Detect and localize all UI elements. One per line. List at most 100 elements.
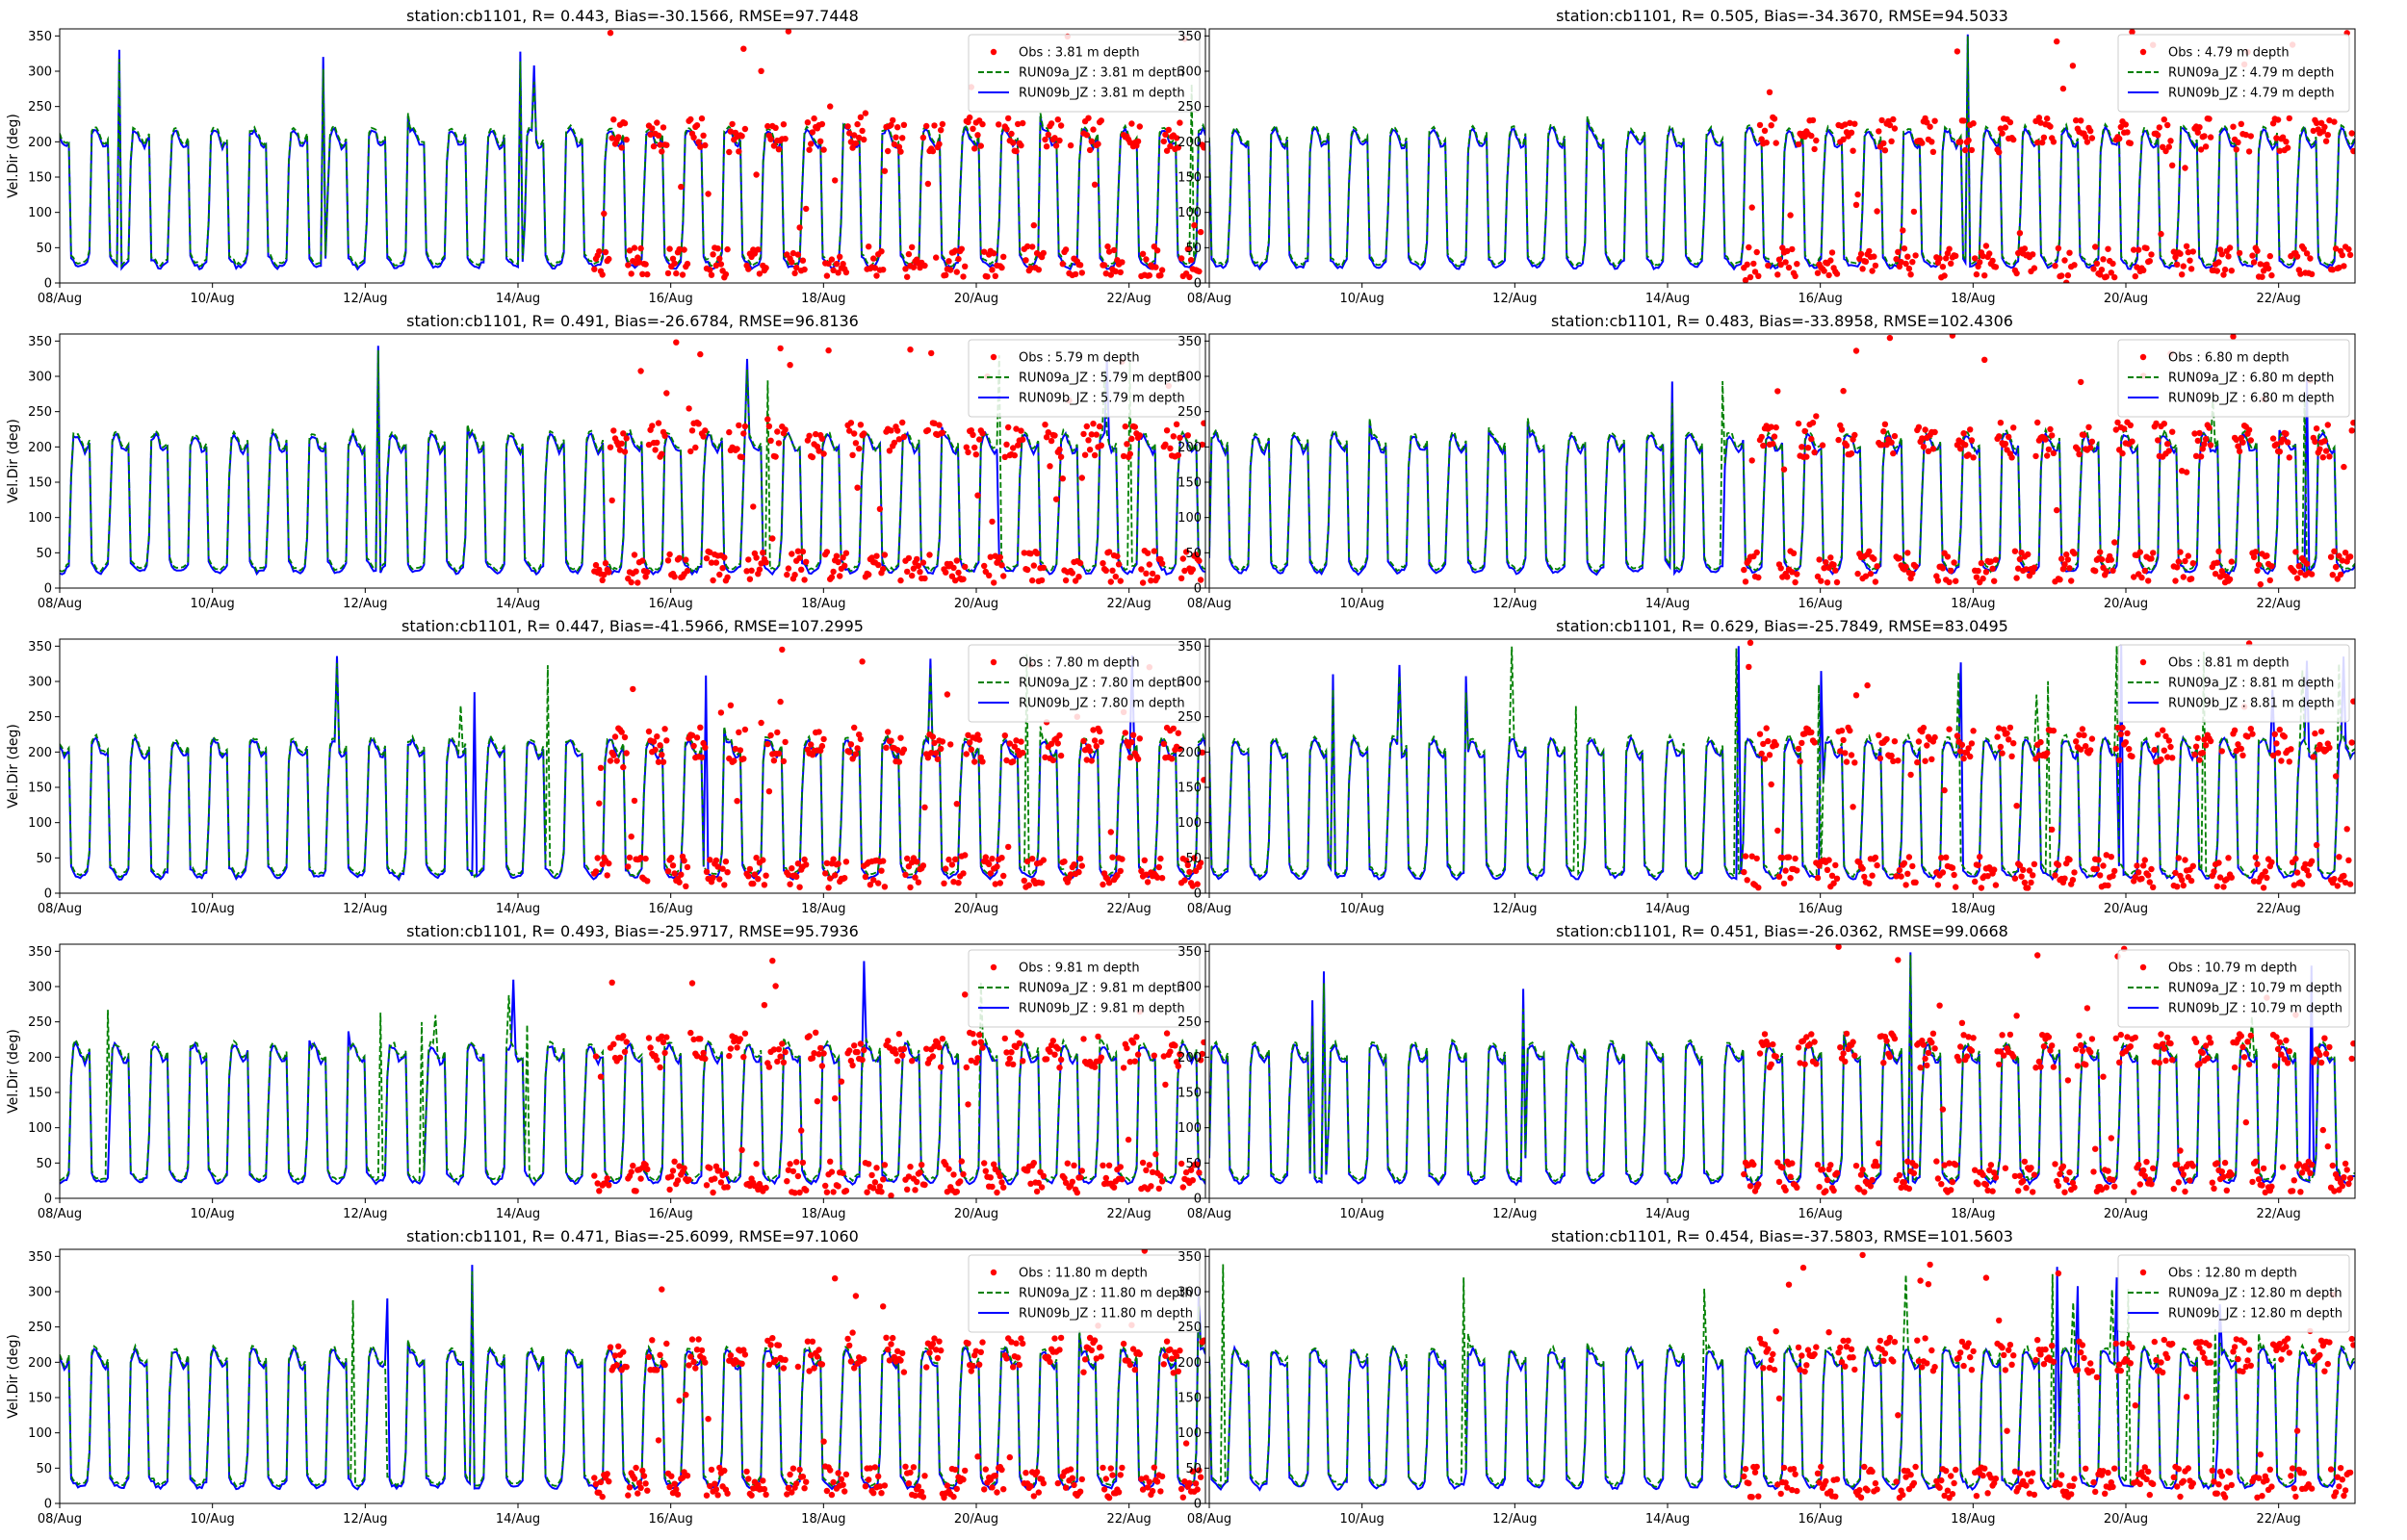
obs-point: [1100, 262, 1108, 269]
x-tick-label: 16/Aug: [1799, 1512, 1843, 1527]
obs-point: [2273, 740, 2280, 747]
obs-point: [2336, 854, 2342, 860]
obs-point: [611, 1352, 619, 1359]
obs-point: [1746, 1479, 1752, 1487]
obs-point: [1876, 755, 1884, 762]
obs-point: [645, 1353, 653, 1361]
subplot-title: station:cb1101, R= 0.447, Bias=-41.5966,…: [401, 617, 864, 635]
y-tick-label: 350: [28, 640, 52, 654]
obs-point: [976, 736, 983, 743]
obs-point: [1938, 1476, 1945, 1484]
obs-point: [602, 560, 609, 567]
obs-point: [2066, 249, 2073, 256]
run09a-series-line: [60, 1270, 1205, 1488]
obs-point: [852, 140, 860, 147]
obs-point: [716, 1464, 723, 1472]
obs-point: [2187, 576, 2195, 582]
x-tick-label: 22/Aug: [2257, 902, 2301, 916]
obs-point: [649, 423, 656, 429]
obs-point: [1146, 1162, 1153, 1168]
obs-point: [2169, 428, 2176, 435]
obs-point: [2153, 420, 2160, 427]
obs-point: [841, 1488, 848, 1495]
obs-point: [989, 856, 996, 862]
obs-point: [897, 577, 904, 584]
obs-point: [1773, 741, 1779, 749]
obs-point: [1048, 437, 1055, 445]
obs-point: [2100, 862, 2107, 869]
obs-point: [926, 552, 933, 558]
obs-point: [2350, 420, 2355, 426]
obs-point: [663, 1340, 670, 1348]
x-tick-label: 08/Aug: [38, 597, 82, 611]
obs-point: [907, 1164, 914, 1170]
obs-point: [2332, 773, 2340, 780]
obs-point: [1201, 1337, 1205, 1344]
obs-point: [1880, 1060, 1887, 1066]
obs-point: [1015, 1354, 1022, 1361]
obs-point: [866, 1161, 872, 1168]
obs-point: [2286, 115, 2292, 122]
obs-point: [2021, 879, 2029, 886]
obs-point: [1891, 738, 1899, 745]
obs-point: [764, 1337, 771, 1345]
obs-point: [880, 267, 887, 273]
obs-point: [1178, 575, 1185, 581]
obs-point: [2050, 449, 2058, 456]
y-tick-label: 350: [28, 1250, 52, 1265]
obs-point: [1777, 565, 1784, 572]
plot-area: [60, 29, 1205, 281]
obs-point: [1056, 446, 1063, 453]
obs-point: [789, 1465, 797, 1472]
obs-point: [681, 858, 687, 864]
obs-point: [652, 447, 659, 453]
obs-point: [633, 568, 639, 575]
obs-point: [1811, 145, 1818, 153]
obs-point: [767, 437, 774, 444]
obs-point: [1891, 432, 1899, 440]
subplot-1: station:cb1101, R= 0.443, Bias=-30.1566,…: [6, 7, 1206, 306]
obs-point: [1035, 1489, 1043, 1496]
obs-point: [827, 1158, 834, 1166]
obs-point: [2339, 251, 2345, 259]
obs-point: [1835, 436, 1842, 444]
obs-point: [1051, 135, 1058, 141]
obs-point: [758, 67, 764, 75]
obs-point: [905, 1480, 913, 1487]
y-tick-label: 300: [28, 1286, 52, 1300]
x-tick-label: 22/Aug: [2257, 1512, 2301, 1527]
obs-point: [2073, 116, 2080, 124]
obs-point: [1939, 869, 1947, 876]
obs-point: [2266, 577, 2273, 584]
obs-point: [2031, 860, 2038, 867]
obs-point: [785, 565, 792, 572]
obs-point: [2031, 1171, 2038, 1178]
y-tick-label: 150: [1178, 476, 1202, 491]
obs-point: [2332, 245, 2340, 252]
obs-point: [2145, 872, 2152, 879]
obs-point: [1837, 748, 1844, 755]
obs-point: [1057, 122, 1065, 129]
obs-point: [608, 979, 615, 986]
obs-point: [2146, 258, 2153, 265]
obs-point: [2245, 1061, 2253, 1068]
obs-point: [1144, 550, 1152, 556]
obs-point: [2100, 1073, 2107, 1080]
legend-obs-marker: [990, 48, 997, 56]
obs-point: [870, 255, 877, 262]
obs-point: [671, 260, 678, 267]
obs-point: [2098, 1186, 2106, 1194]
obs-point: [2175, 1466, 2182, 1473]
obs-point: [1866, 247, 1873, 255]
obs-point: [828, 1491, 836, 1499]
obs-point: [1867, 570, 1875, 578]
obs-point: [2215, 548, 2222, 555]
obs-point: [1823, 559, 1829, 566]
obs-point: [1992, 556, 2000, 563]
obs-point: [1799, 1264, 1807, 1271]
obs-point: [1143, 1475, 1150, 1481]
obs-point: [1149, 570, 1156, 578]
obs-point: [724, 245, 731, 253]
obs-point: [2228, 1171, 2235, 1178]
obs-point: [1972, 1167, 1979, 1173]
